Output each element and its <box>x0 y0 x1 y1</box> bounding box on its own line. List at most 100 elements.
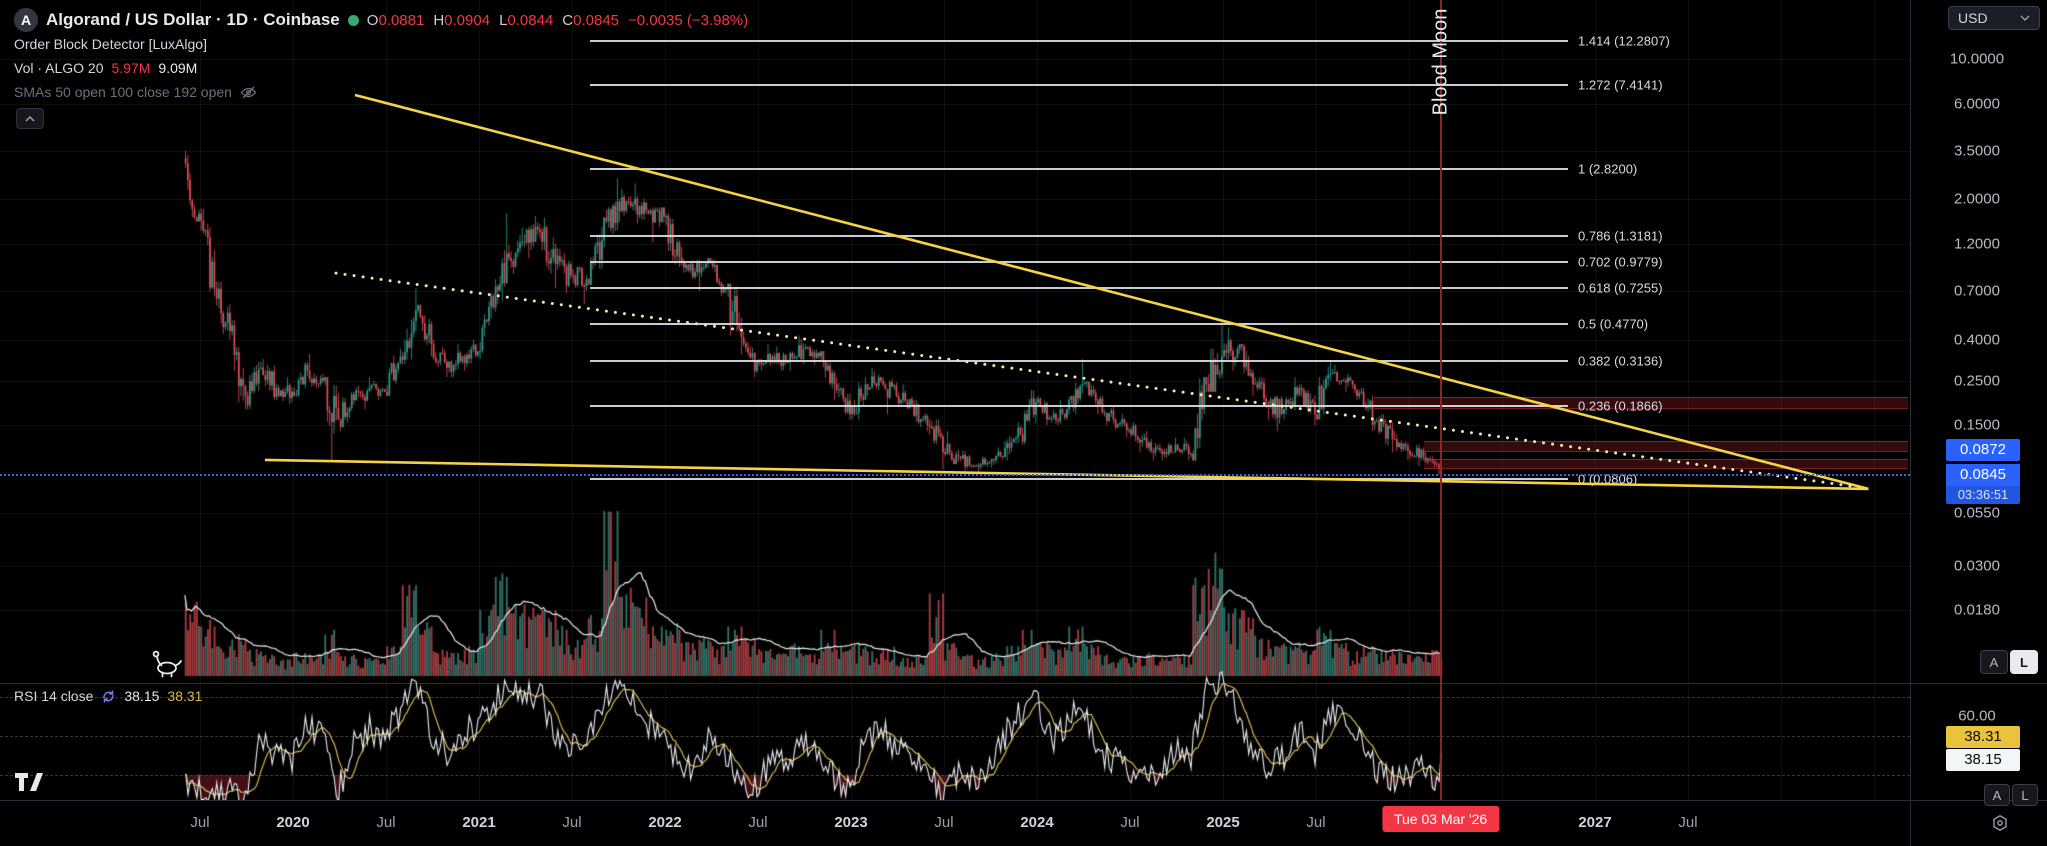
rsi-axis-tick: 60.00 <box>1958 707 1996 725</box>
price-axis-tick: 0.0550 <box>1954 504 2000 522</box>
order-block-zone[interactable] <box>1423 458 1908 470</box>
volume-indicator-label[interactable]: Vol · ALGO 20 <box>14 60 104 76</box>
price-axis-tick: 0.4000 <box>1954 331 2000 349</box>
trendline-drawings[interactable] <box>0 0 1910 800</box>
order-block-zone[interactable] <box>1423 441 1908 453</box>
price-axis-tick: 0.0300 <box>1954 557 2000 574</box>
rsi-ma-label: 38.31 <box>1946 726 2020 748</box>
legend-collapse-button[interactable] <box>16 108 44 129</box>
eye-off-icon[interactable] <box>240 85 257 100</box>
last-price-label: 0.0845 03:36:51 <box>1946 464 2020 505</box>
rsi-legend-row[interactable]: RSI 14 close 38.15 38.31 <box>14 688 202 704</box>
high-value: 0.0904 <box>444 11 491 29</box>
volume-auto-scale-button[interactable]: A <box>1980 650 2008 674</box>
fib-level-line[interactable] <box>590 478 1568 481</box>
order-block-zone[interactable] <box>1373 397 1908 409</box>
close-value: 0.0845 <box>573 11 620 29</box>
rsi-auto-scale-button[interactable]: A <box>1984 784 2010 806</box>
fib-level-label: 1 (2.8200) <box>1578 161 1638 177</box>
indicator-smas-row[interactable]: SMAs 50 open 100 close 192 open <box>14 84 257 100</box>
volume-value: 9.09M <box>158 60 198 76</box>
time-axis-tick: 2024 <box>1020 814 1054 831</box>
fib-level-line[interactable] <box>590 84 1568 87</box>
fib-level-line[interactable] <box>590 286 1568 289</box>
time-axis-tick: Jul <box>1306 814 1326 831</box>
current-date-label: Tue 03 Mar '26 <box>1381 806 1500 832</box>
price-axis-tick: 0.1500 <box>1954 416 2000 434</box>
time-axis-tick: 2021 <box>462 814 496 831</box>
low-value: 0.0844 <box>507 11 554 29</box>
fib-level-label: 1.414 (12.2807) <box>1578 33 1670 49</box>
rsi-indicator-label[interactable]: RSI 14 close <box>14 688 94 704</box>
rsi-value: 38.15 <box>124 688 160 704</box>
time-axis-tick: 2023 <box>834 814 868 831</box>
symbol-title[interactable]: Algorand / US Dollar · 1D · Coinbase <box>46 10 340 29</box>
open-value: 0.0881 <box>378 11 425 29</box>
time-axis-tick: 2022 <box>648 814 682 831</box>
fib-level-line[interactable] <box>590 359 1568 362</box>
volume-log-scale-button[interactable]: L <box>2010 650 2038 674</box>
fib-level-line[interactable] <box>590 40 1568 43</box>
rsi-value-label: 38.15 <box>1946 749 2020 771</box>
time-axis-tick: Jul <box>934 814 954 831</box>
time-axis-tick: Jul <box>1678 814 1698 831</box>
price-axis-tick: 2.0000 <box>1954 190 2000 208</box>
fib-level-line[interactable] <box>590 260 1568 263</box>
change-value: −0.0035 (−3.98%) <box>628 11 749 29</box>
price-axis-tick: 3.5000 <box>1954 142 2000 159</box>
rsi-ma-value: 38.31 <box>167 688 203 704</box>
bar-countdown: 03:36:51 <box>1946 486 2020 505</box>
tradingview-logo[interactable] <box>14 772 44 797</box>
chevron-down-icon <box>2020 15 2030 21</box>
price-label-upper: 0.0872 <box>1946 439 2020 462</box>
trendline-upper-resistance[interactable] <box>354 93 1869 491</box>
time-axis-tick: Jul <box>562 814 582 831</box>
indicator-order-block-label[interactable]: Order Block Detector [LuxAlgo] <box>14 36 207 52</box>
price-chart-canvas[interactable] <box>0 0 1910 800</box>
market-status-dot[interactable] <box>347 14 359 26</box>
time-axis-tick: Jul <box>1120 814 1140 831</box>
fib-level-label: 0.5 (0.4770) <box>1578 316 1649 332</box>
time-axis-separator <box>0 800 2047 801</box>
trendline-dotted-resistance[interactable] <box>334 271 1859 489</box>
indicator-volume-row[interactable]: Vol · ALGO 20 5.97M 9.09M <box>14 60 197 76</box>
price-axis-tick: 0.2500 <box>1954 372 2000 390</box>
price-axis-separator <box>1910 0 1911 846</box>
fib-level-label: 0.786 (1.3181) <box>1578 228 1663 244</box>
fib-level-line[interactable] <box>590 323 1568 326</box>
time-axis-tick: Jul <box>748 814 768 831</box>
currency-label: USD <box>1958 10 1988 26</box>
blood-moon-event-line[interactable] <box>1439 0 1442 800</box>
indicator-order-block-row[interactable]: Order Block Detector [LuxAlgo] <box>14 36 207 52</box>
swap-source-icon[interactable] <box>101 689 116 704</box>
price-axis-tick: 0.7000 <box>1954 282 2000 300</box>
symbol-legend[interactable]: A Algorand / US Dollar · 1D · Coinbase O… <box>14 8 748 32</box>
dinosaur-cursor <box>148 648 182 683</box>
rsi-log-scale-button[interactable]: L <box>2012 784 2038 806</box>
price-axis-tick: 10.0000 <box>1949 50 2005 68</box>
average-close-line[interactable] <box>0 474 1910 477</box>
gear-icon[interactable] <box>1990 813 2010 833</box>
last-price-value: 0.0845 <box>1946 464 2020 487</box>
ohlc-values: O0.0881 H0.0904 L0.0844 C0.0845 −0.0035 … <box>366 11 749 29</box>
fib-level-label: 0.702 (0.9779) <box>1578 254 1663 270</box>
blood-moon-label[interactable]: Blood Moon <box>1429 8 1452 116</box>
price-axis-tick: 1.2000 <box>1954 235 2000 253</box>
time-axis-tick: 2027 <box>1578 814 1612 831</box>
price-axis-tick: 0.0180 <box>1954 601 2000 619</box>
fib-level-line[interactable] <box>590 234 1568 237</box>
fib-level-label: 0.236 (0.1866) <box>1578 398 1663 414</box>
time-axis-tick: Jul <box>190 814 210 831</box>
volume-ma-value: 5.97M <box>111 60 151 76</box>
fib-level-label: 1.272 (7.4141) <box>1578 77 1663 93</box>
fib-level-line[interactable] <box>590 168 1568 171</box>
fib-level-line[interactable] <box>590 405 1568 408</box>
currency-selector[interactable]: USD <box>1948 6 2040 30</box>
fib-level-label: 0.382 (0.3136) <box>1578 353 1663 369</box>
price-axis-tick: 6.0000 <box>1954 95 2000 112</box>
chevron-up-icon <box>25 115 35 122</box>
time-axis-tick: Jul <box>376 814 396 831</box>
smas-indicator-label[interactable]: SMAs 50 open 100 close 192 open <box>14 84 232 100</box>
symbol-logo-letter: A <box>20 12 32 28</box>
